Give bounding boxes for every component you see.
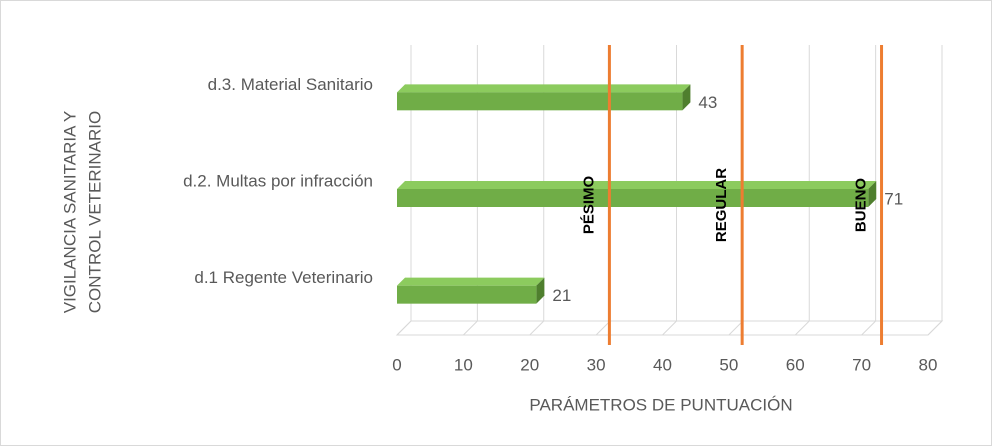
x-tick-label: 10 — [454, 355, 473, 374]
x-tick-label: 0 — [392, 355, 401, 374]
bar-side — [682, 84, 691, 111]
bar — [397, 92, 683, 111]
bar-top — [397, 277, 545, 286]
reference-label: PÉSIMO — [580, 176, 597, 235]
y-axis-label: VIGILANCIA SANITARIA Y — [60, 111, 79, 314]
grid-line — [396, 45, 412, 336]
bar-top — [397, 84, 691, 93]
y-axis-label: CONTROL VETERINARIO — [85, 111, 104, 313]
y-tick-label: d.2. Multas por infracción — [183, 171, 373, 190]
value-label: 71 — [884, 189, 903, 208]
grid-line — [794, 45, 810, 336]
x-tick-label: 60 — [786, 355, 805, 374]
x-tick-label: 30 — [587, 355, 606, 374]
bar-side — [536, 277, 545, 304]
x-tick-label: 40 — [653, 355, 672, 374]
x-tick-label: 20 — [520, 355, 539, 374]
bar — [397, 285, 537, 304]
y-tick-label: d.3. Material Sanitario — [208, 75, 373, 94]
reference-label: REGULAR — [713, 168, 730, 242]
value-label: 43 — [698, 93, 717, 112]
grid-line — [861, 45, 877, 336]
grid-line — [927, 45, 943, 336]
x-axis-label: PARÁMETROS DE PUNTUACIÓN — [529, 395, 792, 414]
x-tick-label: 80 — [919, 355, 938, 374]
value-label: 21 — [552, 286, 571, 305]
grid-line — [463, 45, 478, 336]
grid-line — [529, 45, 545, 336]
bar-side — [868, 181, 877, 207]
y-tick-label: d.1 Regente Veterinario — [194, 268, 373, 287]
bar-top — [397, 181, 877, 189]
reference-label: BUENO — [853, 178, 870, 233]
grid-line — [662, 45, 677, 336]
bar — [397, 189, 869, 207]
x-tick-label: 70 — [852, 355, 871, 374]
x-tick-label: 50 — [719, 355, 738, 374]
